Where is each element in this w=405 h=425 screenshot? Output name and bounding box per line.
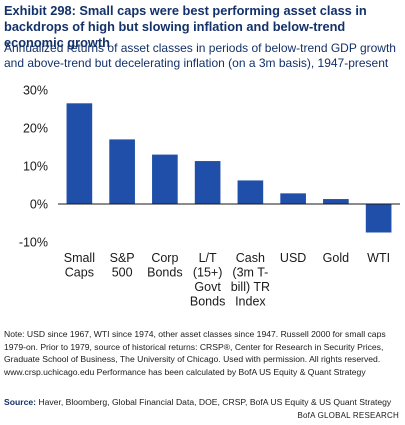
y-tick-label: 10% [23, 160, 48, 174]
category-label-line: L/T [199, 251, 217, 265]
category-label: WTI [367, 251, 390, 265]
category-label-line: (3m T- [232, 266, 268, 280]
bar [280, 193, 306, 204]
category-label-line: Cash [236, 251, 265, 265]
category-label-line: Small [64, 251, 95, 265]
category-label-line: WTI [367, 251, 390, 265]
chart-title: Exhibit 298: Small caps were best perfor… [4, 3, 367, 50]
chart-subtitle: Annualized returns of asset classes in p… [4, 41, 396, 70]
y-tick-label: 20% [23, 122, 48, 136]
chart-note: Note: USD since 1967, WTI since 1974, ot… [4, 329, 386, 377]
category-label-line: bill) TR [231, 280, 270, 294]
category-label-line: Index [235, 295, 266, 309]
category-label-line: USD [280, 251, 306, 265]
category-label: L/T (15+) Govt Bonds [190, 251, 225, 309]
bar [66, 103, 93, 204]
chart-source: Source: Haver, Bloomberg, Global Financi… [4, 397, 400, 408]
bar [237, 180, 264, 204]
y-tick-label: 30% [23, 84, 48, 98]
category-label-line: Gold [323, 251, 349, 265]
category-label-line: Bonds [147, 266, 182, 280]
category-label-line: Bonds [190, 295, 225, 309]
category-label: Gold [323, 251, 349, 265]
category-label: Corp Bonds [147, 251, 182, 280]
category-label: Small Caps [64, 251, 95, 280]
category-label: Cash (3m T-bill) TR Index [231, 251, 270, 309]
category-label-line: Corp [151, 251, 178, 265]
y-tick-label: 0% [30, 198, 48, 212]
bar [323, 199, 349, 204]
source-label: Source: [4, 397, 36, 407]
source-text: Haver, Bloomberg, Global Financial Data,… [38, 397, 392, 407]
brand-label: BofA GLOBAL RESEARCH [297, 411, 399, 420]
category-label-line: S&P [110, 251, 135, 265]
category-label: USD [280, 251, 306, 265]
bar [194, 161, 221, 204]
category-label: S&P 500 [110, 251, 135, 280]
category-label-line: 500 [112, 266, 133, 280]
y-tick-label: -10% [19, 236, 48, 250]
bar [365, 204, 392, 233]
category-label-line: (15+) [193, 266, 223, 280]
bar [109, 139, 135, 204]
category-label-line: Caps [65, 266, 94, 280]
bar [152, 154, 178, 204]
category-label-line: Govt [194, 280, 221, 294]
